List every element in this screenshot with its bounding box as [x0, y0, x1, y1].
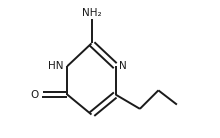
Text: N: N [119, 61, 126, 71]
Text: O: O [31, 90, 39, 100]
Text: NH₂: NH₂ [82, 8, 101, 18]
Text: HN: HN [48, 61, 63, 71]
